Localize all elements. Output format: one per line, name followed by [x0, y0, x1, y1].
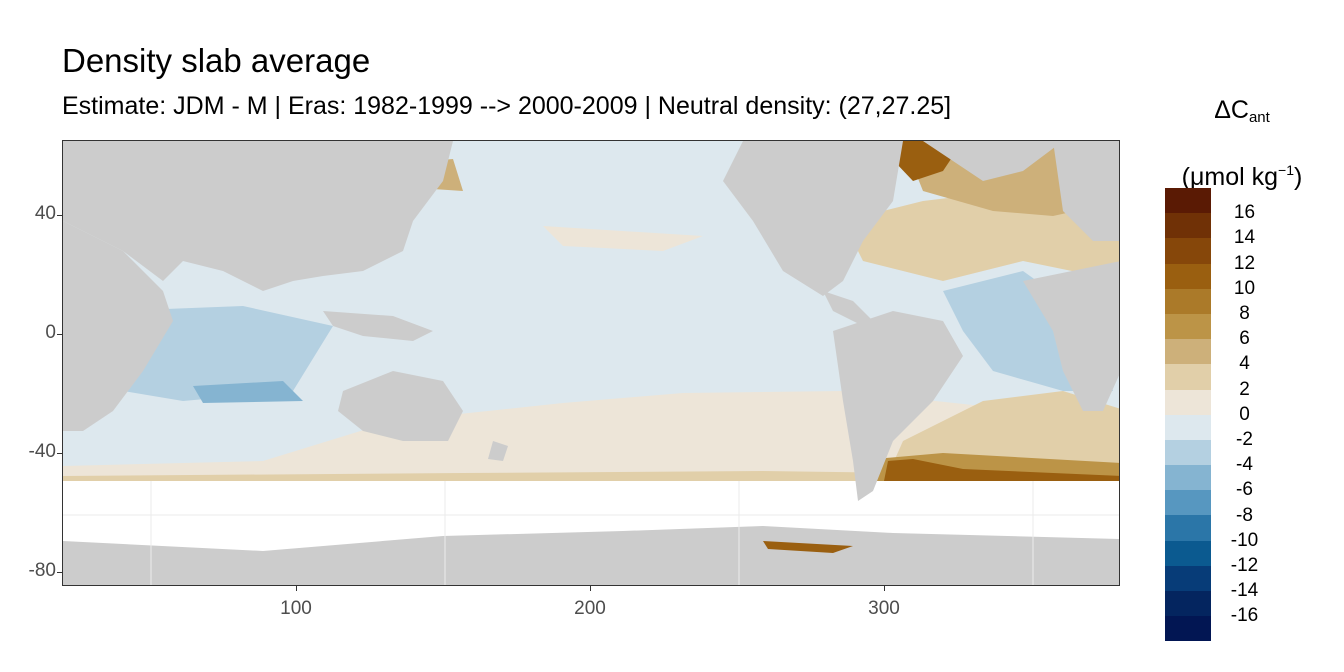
legend-label: 8 [1239, 303, 1250, 324]
legend-unit-open: (μmol kg [1181, 163, 1279, 191]
map-panel [62, 140, 1120, 586]
y-tick-mark [57, 572, 62, 573]
legend-swatch [1165, 364, 1211, 390]
indian-ocean-core [193, 381, 303, 403]
y-tick-label: 0 [45, 322, 56, 343]
x-tick-label: 100 [280, 598, 312, 619]
legend-title-main: ΔC [1214, 96, 1249, 124]
y-tick-label: -80 [28, 560, 56, 581]
legend-swatch [1165, 213, 1211, 239]
greenland [923, 141, 1063, 181]
world-map [63, 141, 1119, 585]
north-pacific-streak [543, 226, 703, 251]
legend-label: -16 [1230, 605, 1259, 627]
legend-label: 14 [1233, 227, 1256, 249]
indonesia [323, 311, 433, 341]
australia [338, 371, 463, 441]
legend-label: -4 [1236, 454, 1253, 476]
legend-unit-close: ) [1294, 163, 1303, 191]
legend-label: 0 [1239, 403, 1250, 425]
legend-label: 10 [1233, 277, 1256, 299]
legend-label: -12 [1230, 555, 1259, 576]
legend-title: ΔCant (μmol kg−1) [1162, 84, 1322, 203]
legend-label: -8 [1236, 504, 1253, 526]
legend-unit-sup: −1 [1278, 162, 1294, 178]
legend-swatch [1165, 414, 1211, 440]
legend-swatch [1165, 313, 1211, 340]
y-tick-mark [57, 334, 62, 335]
legend-label: 12 [1233, 252, 1256, 274]
legend-swatch [1165, 389, 1211, 415]
legend-swatch [1165, 288, 1211, 314]
argentine-core [883, 459, 1119, 486]
legend-label: -6 [1236, 479, 1253, 501]
indian-ocean-negative [113, 306, 333, 401]
legend-label: 16 [1233, 202, 1256, 224]
legend-swatch [1165, 616, 1211, 642]
legend-swatch [1165, 339, 1211, 365]
legend-label: 4 [1239, 353, 1250, 375]
legend-swatch [1165, 490, 1211, 516]
x-tick-mark [884, 586, 885, 591]
legend-label: -2 [1236, 429, 1253, 450]
legend-label: 6 [1239, 328, 1250, 350]
africa-east [63, 221, 173, 431]
x-tick-mark [296, 586, 297, 591]
legend-colorbar [1165, 188, 1211, 642]
legend-swatch [1165, 238, 1211, 264]
legend-label: -10 [1230, 529, 1259, 551]
legend-swatch [1165, 565, 1211, 591]
europe [1053, 141, 1119, 241]
y-tick-mark [57, 453, 62, 454]
legend-swatch [1165, 540, 1211, 566]
legend-swatch [1165, 263, 1211, 289]
central-america [823, 291, 873, 326]
africa-west [1023, 261, 1119, 411]
y-tick-label: -40 [28, 441, 56, 462]
legend-swatch [1165, 439, 1211, 466]
asia [63, 141, 453, 291]
north-america [723, 141, 903, 296]
legend-title-sub: ant [1248, 109, 1270, 126]
legend-swatch [1165, 465, 1211, 491]
legend-swatch [1165, 188, 1211, 214]
y-tick-mark [57, 215, 62, 216]
new-zealand [488, 441, 508, 461]
ross-sea-patch [763, 541, 853, 553]
legend-label: 2 [1239, 378, 1250, 400]
map-title: Density slab average [62, 42, 371, 79]
x-tick-label: 200 [574, 598, 606, 619]
antarctica [63, 526, 1119, 585]
legend-swatch [1165, 591, 1211, 617]
x-tick-mark [590, 586, 591, 591]
south-america [833, 311, 963, 501]
legend-swatch [1165, 515, 1211, 541]
x-tick-label: 300 [868, 598, 900, 619]
legend-label: -14 [1230, 580, 1259, 602]
y-tick-label: 40 [34, 203, 56, 224]
map-subtitle: Estimate: JDM - M | Eras: 1982-1999 --> … [62, 92, 952, 120]
